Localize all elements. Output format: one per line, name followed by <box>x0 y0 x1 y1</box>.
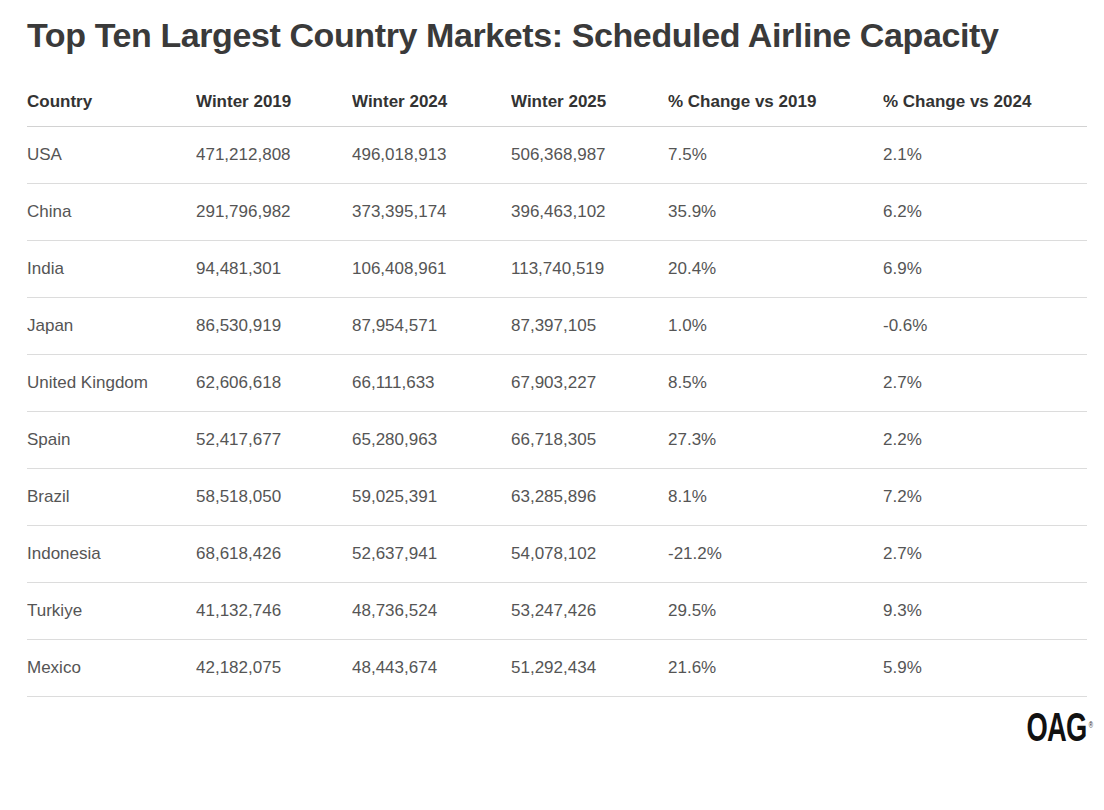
cell-country: India <box>27 259 196 279</box>
cell-winter-2025: 54,078,102 <box>511 544 668 564</box>
cell-country: USA <box>27 145 196 165</box>
table-row-spain: Spain 52,417,677 65,280,963 66,718,305 2… <box>27 412 1087 469</box>
cell-winter-2024: 496,018,913 <box>352 145 511 165</box>
cell-change-vs-2024: 6.2% <box>883 202 1087 222</box>
cell-change-vs-2019: 35.9% <box>668 202 883 222</box>
table-header-row: Country Winter 2019 Winter 2024 Winter 2… <box>27 78 1087 127</box>
cell-change-vs-2019: 21.6% <box>668 658 883 678</box>
cell-country: Mexico <box>27 658 196 678</box>
cell-winter-2019: 52,417,677 <box>196 430 352 450</box>
cell-change-vs-2024: 2.7% <box>883 544 1087 564</box>
cell-winter-2024: 52,637,941 <box>352 544 511 564</box>
cell-change-vs-2024: 2.7% <box>883 373 1087 393</box>
cell-change-vs-2019: 27.3% <box>668 430 883 450</box>
cell-change-vs-2019: 1.0% <box>668 316 883 336</box>
cell-winter-2019: 86,530,919 <box>196 316 352 336</box>
cell-winter-2019: 62,606,618 <box>196 373 352 393</box>
cell-change-vs-2019: 8.5% <box>668 373 883 393</box>
cell-winter-2019: 42,182,075 <box>196 658 352 678</box>
cell-winter-2025: 51,292,434 <box>511 658 668 678</box>
table-row-usa: USA 471,212,808 496,018,913 506,368,987 … <box>27 127 1087 184</box>
cell-winter-2025: 396,463,102 <box>511 202 668 222</box>
table-row-mexico: Mexico 42,182,075 48,443,674 51,292,434 … <box>27 640 1087 697</box>
cell-winter-2025: 87,397,105 <box>511 316 668 336</box>
cell-country: Spain <box>27 430 196 450</box>
cell-winter-2025: 66,718,305 <box>511 430 668 450</box>
cell-country: China <box>27 202 196 222</box>
cell-winter-2025: 67,903,227 <box>511 373 668 393</box>
cell-winter-2025: 63,285,896 <box>511 487 668 507</box>
column-header-change-vs-2019: % Change vs 2019 <box>668 92 883 112</box>
cell-winter-2019: 58,518,050 <box>196 487 352 507</box>
cell-country: Brazil <box>27 487 196 507</box>
cell-change-vs-2019: 29.5% <box>668 601 883 621</box>
column-header-country: Country <box>27 92 196 112</box>
cell-change-vs-2024: 2.1% <box>883 145 1087 165</box>
table-row-china: China 291,796,982 373,395,174 396,463,10… <box>27 184 1087 241</box>
cell-change-vs-2024: 9.3% <box>883 601 1087 621</box>
table-row-indonesia: Indonesia 68,618,426 52,637,941 54,078,1… <box>27 526 1087 583</box>
cell-change-vs-2019: -21.2% <box>668 544 883 564</box>
capacity-table: Country Winter 2019 Winter 2024 Winter 2… <box>27 78 1087 697</box>
table-row-brazil: Brazil 58,518,050 59,025,391 63,285,896 … <box>27 469 1087 526</box>
footer: OAG® <box>27 711 1087 743</box>
cell-winter-2024: 87,954,571 <box>352 316 511 336</box>
cell-winter-2024: 373,395,174 <box>352 202 511 222</box>
cell-winter-2024: 106,408,961 <box>352 259 511 279</box>
cell-country: Turkiye <box>27 601 196 621</box>
cell-winter-2024: 48,443,674 <box>352 658 511 678</box>
column-header-winter-2024: Winter 2024 <box>352 92 511 112</box>
cell-winter-2019: 471,212,808 <box>196 145 352 165</box>
cell-winter-2024: 65,280,963 <box>352 430 511 450</box>
registered-trademark-icon: ® <box>1089 709 1093 743</box>
table-row-india: India 94,481,301 106,408,961 113,740,519… <box>27 241 1087 298</box>
cell-winter-2019: 291,796,982 <box>196 202 352 222</box>
cell-country: United Kingdom <box>27 373 196 393</box>
cell-winter-2025: 113,740,519 <box>511 259 668 279</box>
cell-winter-2019: 41,132,746 <box>196 601 352 621</box>
cell-winter-2024: 48,736,524 <box>352 601 511 621</box>
cell-change-vs-2024: 7.2% <box>883 487 1087 507</box>
cell-country: Indonesia <box>27 544 196 564</box>
table-row-turkiye: Turkiye 41,132,746 48,736,524 53,247,426… <box>27 583 1087 640</box>
oag-logo: OAG® <box>1027 711 1087 745</box>
oag-logo-text: OAG <box>1027 706 1087 750</box>
cell-change-vs-2024: 2.2% <box>883 430 1087 450</box>
cell-winter-2025: 53,247,426 <box>511 601 668 621</box>
column-header-winter-2025: Winter 2025 <box>511 92 668 112</box>
cell-winter-2025: 506,368,987 <box>511 145 668 165</box>
cell-country: Japan <box>27 316 196 336</box>
cell-change-vs-2019: 20.4% <box>668 259 883 279</box>
cell-winter-2019: 94,481,301 <box>196 259 352 279</box>
table-row-japan: Japan 86,530,919 87,954,571 87,397,105 1… <box>27 298 1087 355</box>
cell-winter-2019: 68,618,426 <box>196 544 352 564</box>
cell-change-vs-2019: 8.1% <box>668 487 883 507</box>
column-header-winter-2019: Winter 2019 <box>196 92 352 112</box>
cell-winter-2024: 66,111,633 <box>352 373 511 393</box>
table-row-united-kingdom: United Kingdom 62,606,618 66,111,633 67,… <box>27 355 1087 412</box>
infographic-page: Top Ten Largest Country Markets: Schedul… <box>0 0 1104 810</box>
cell-change-vs-2019: 7.5% <box>668 145 883 165</box>
column-header-change-vs-2024: % Change vs 2024 <box>883 92 1087 112</box>
cell-change-vs-2024: -0.6% <box>883 316 1087 336</box>
cell-winter-2024: 59,025,391 <box>352 487 511 507</box>
page-title: Top Ten Largest Country Markets: Schedul… <box>0 0 1067 58</box>
cell-change-vs-2024: 5.9% <box>883 658 1087 678</box>
cell-change-vs-2024: 6.9% <box>883 259 1087 279</box>
